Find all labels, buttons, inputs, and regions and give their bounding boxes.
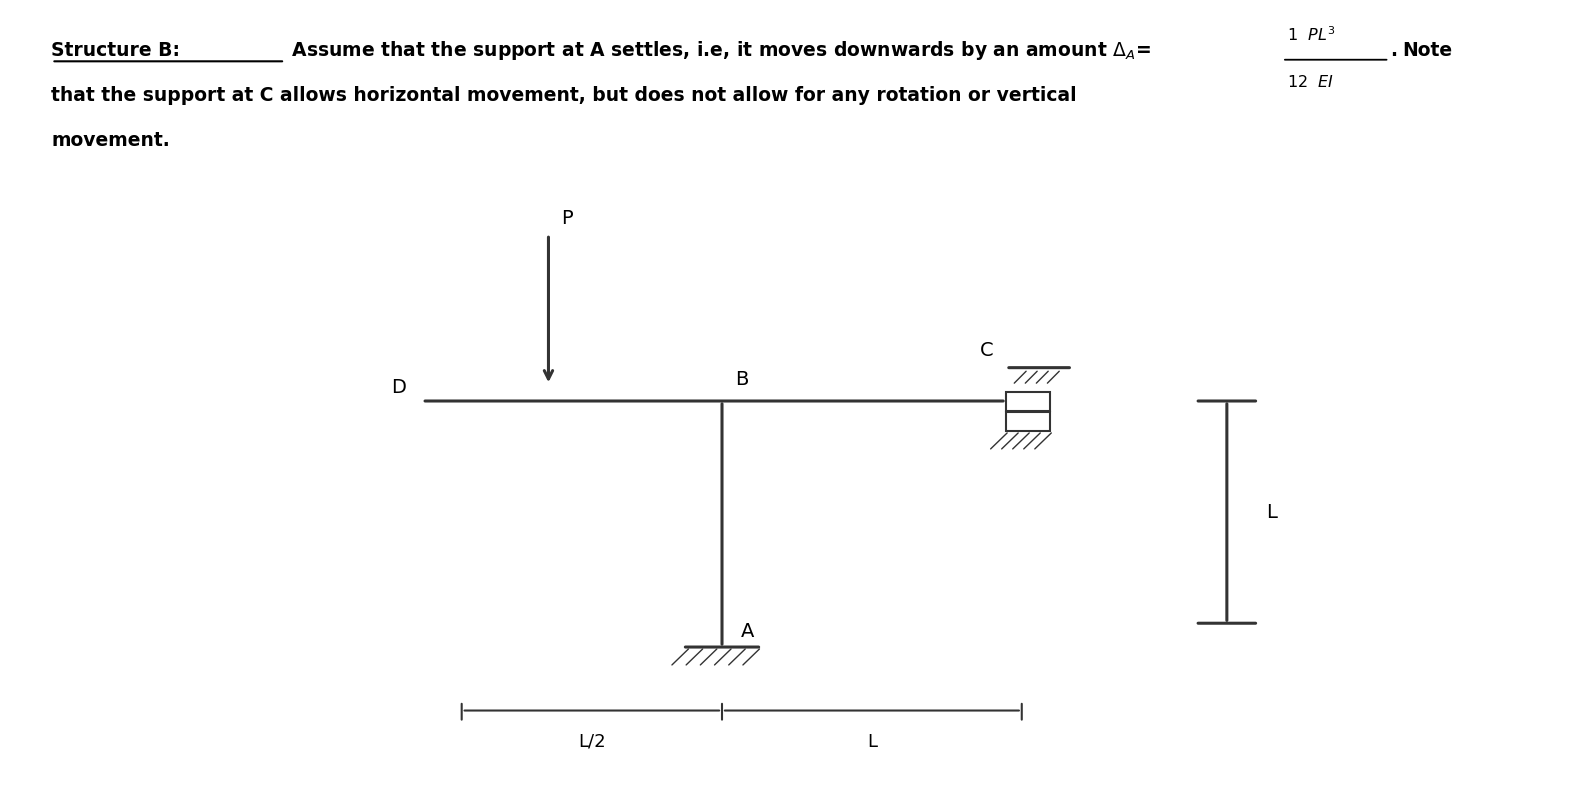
Text: 12  $EI$: 12 $EI$: [1286, 74, 1334, 90]
Text: Structure B:: Structure B:: [51, 41, 181, 60]
Text: P: P: [561, 209, 573, 228]
Text: B: B: [734, 370, 749, 389]
Bar: [1006, 412, 1050, 431]
Text: D: D: [392, 378, 406, 397]
Text: Note: Note: [1402, 41, 1453, 60]
Text: Assume that the support at A settles, i.e, it moves downwards by an amount $\Del: Assume that the support at A settles, i.…: [285, 38, 1151, 62]
Text: L: L: [868, 733, 877, 751]
Text: L: L: [1266, 503, 1277, 521]
Text: A: A: [741, 622, 755, 641]
Text: L/2: L/2: [577, 733, 606, 751]
Text: 1  $PL^3$: 1 $PL^3$: [1286, 25, 1335, 44]
Text: C: C: [980, 341, 993, 360]
Text: .: .: [1391, 41, 1405, 60]
Bar: [1006, 392, 1050, 411]
Text: that the support at C allows horizontal movement, but does not allow for any rot: that the support at C allows horizontal …: [51, 86, 1077, 105]
Text: movement.: movement.: [51, 132, 170, 150]
